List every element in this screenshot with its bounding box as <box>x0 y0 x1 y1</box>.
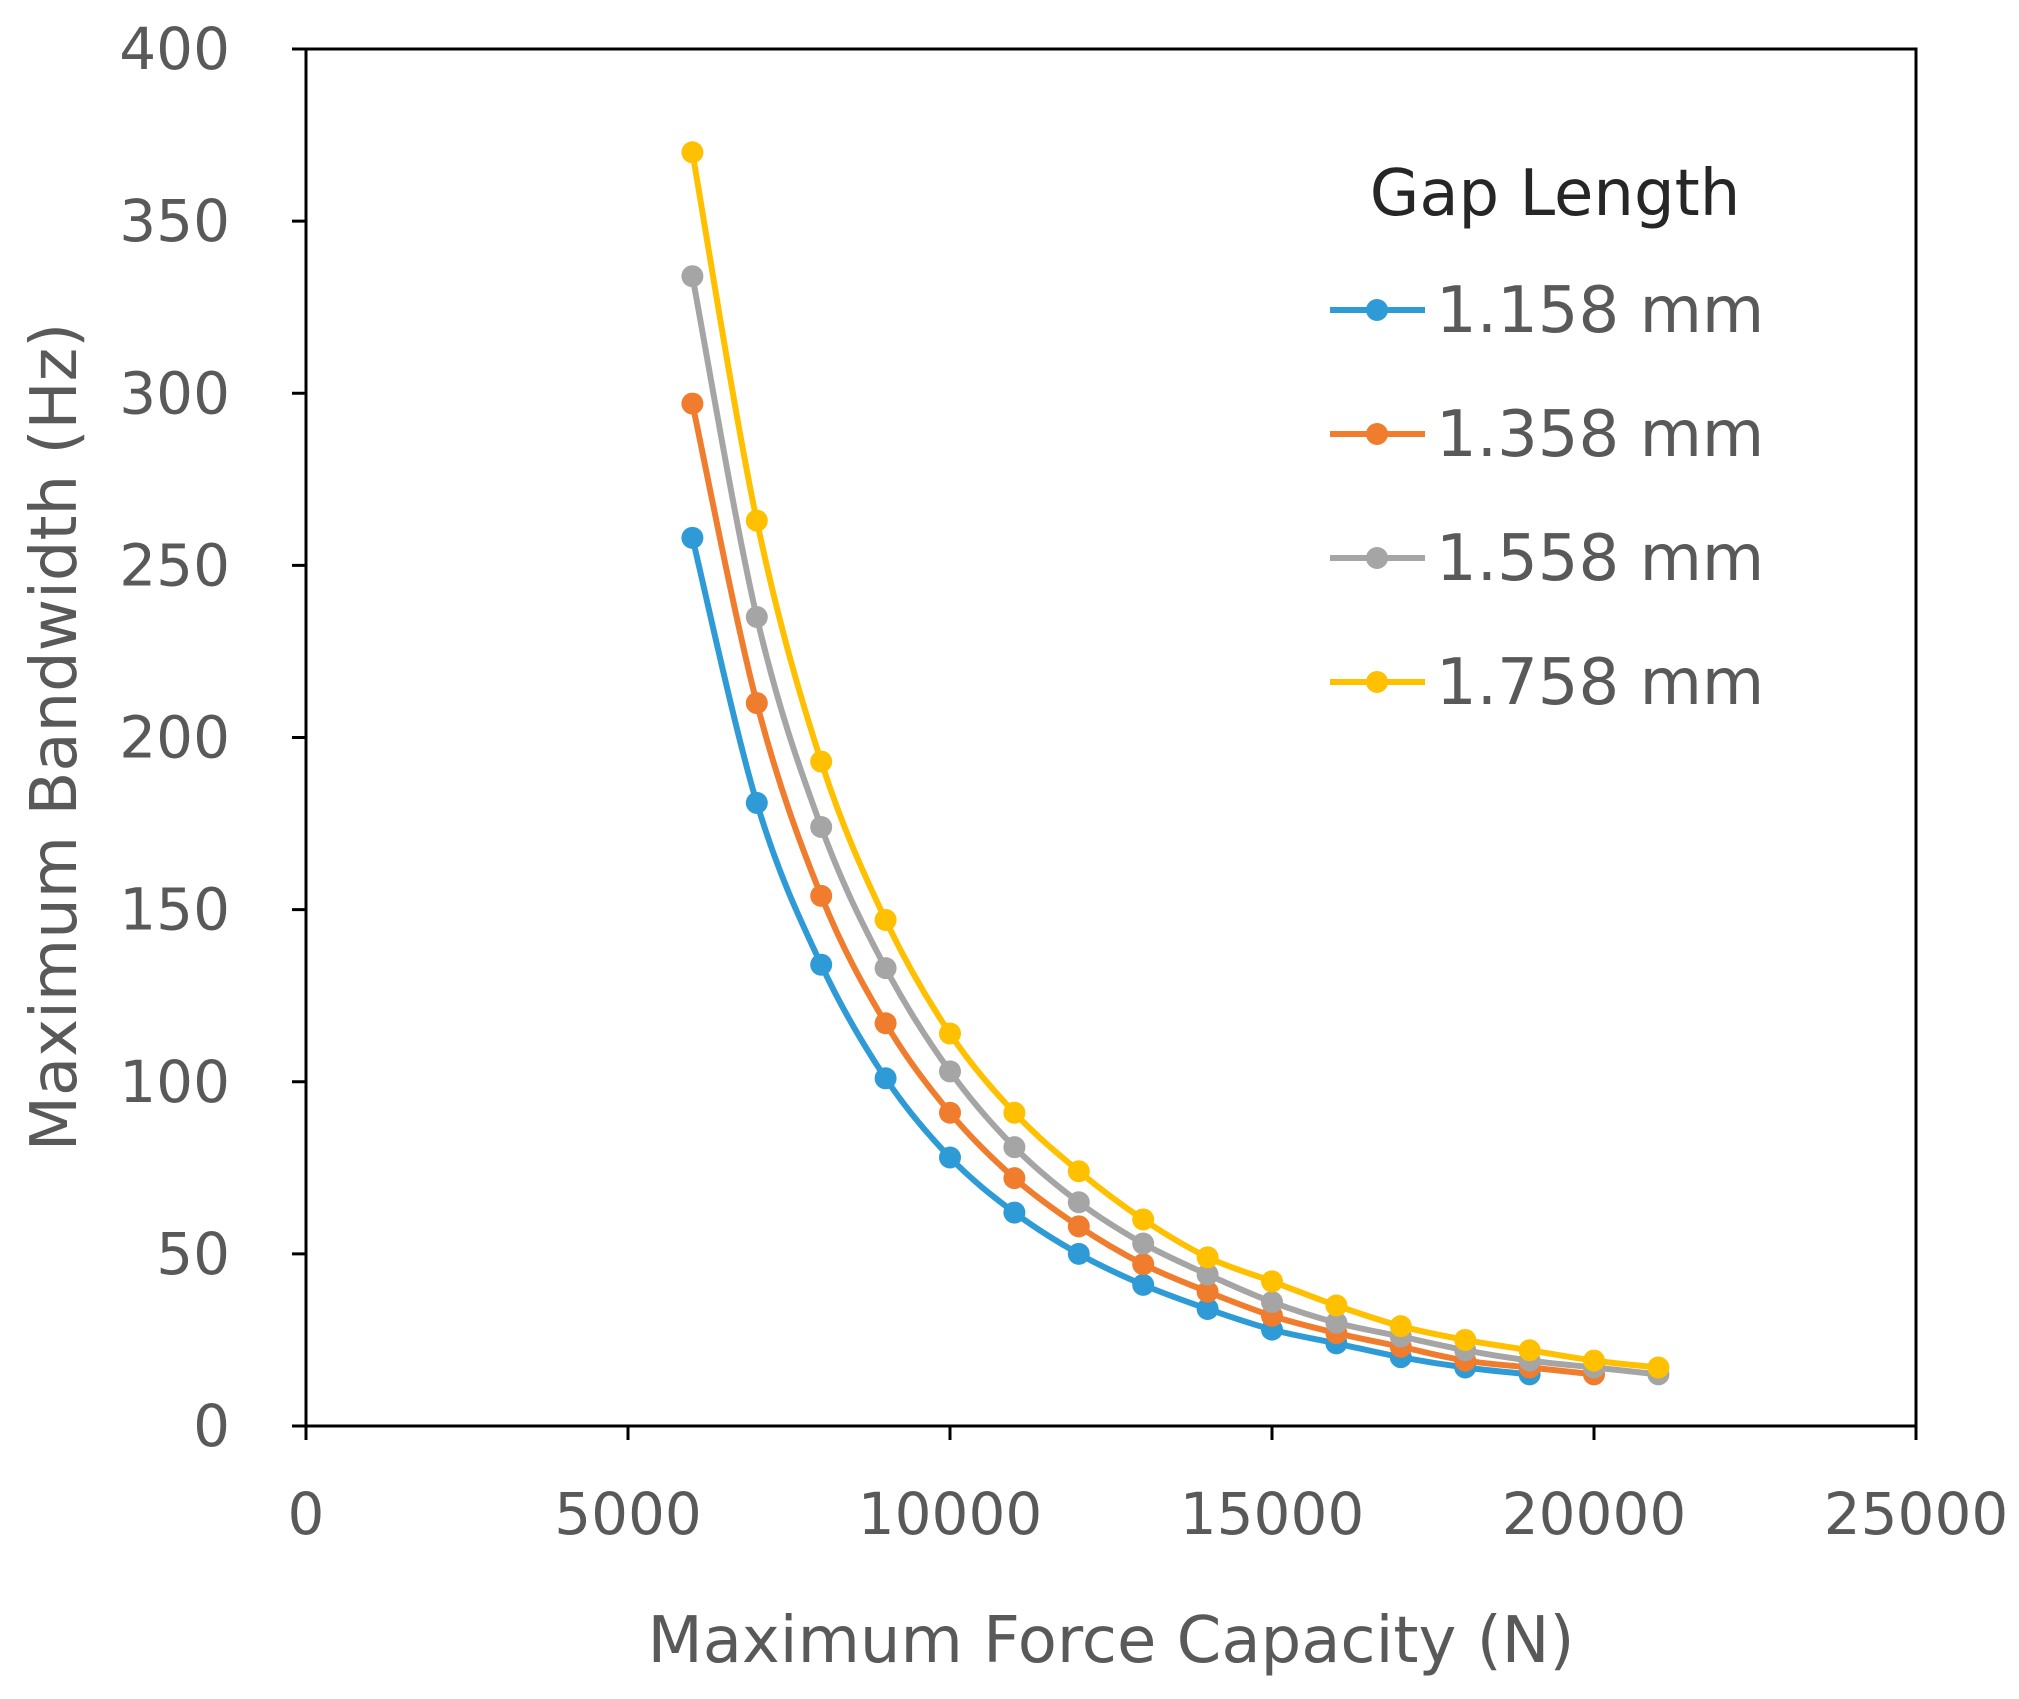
data-point <box>810 884 833 907</box>
data-point <box>1389 1315 1412 1338</box>
y-tick-label: 100 <box>119 1048 230 1116</box>
series-line <box>689 534 1533 1378</box>
legend-label: 1.758 mm <box>1436 646 1764 720</box>
data-point <box>1647 1356 1670 1379</box>
data-point <box>1261 1291 1283 1314</box>
plot-area-frame <box>304 47 1918 1428</box>
data-point <box>1132 1208 1155 1231</box>
x-tick-label: 20000 <box>1502 1480 1687 1548</box>
legend-swatch-marker <box>1366 423 1388 445</box>
data-point <box>1518 1339 1541 1362</box>
series-1-758-mmmm <box>681 141 1670 1379</box>
legend-swatch-marker <box>1366 671 1388 693</box>
data-point <box>1132 1273 1155 1296</box>
y-tick-label: 400 <box>119 15 230 83</box>
y-axis-title: Maximum Bandwidth (Hz) <box>18 323 92 1151</box>
y-tick-label: 200 <box>119 704 230 772</box>
legend-item: 1.758 mm <box>1330 646 1764 720</box>
series-1-558-mmmm <box>681 265 1670 1386</box>
data-point <box>874 1067 897 1090</box>
data-point <box>745 606 768 629</box>
data-point <box>681 392 704 415</box>
data-point <box>939 1022 961 1045</box>
x-tick-label: 15000 <box>1180 1480 1365 1548</box>
x-axis-title: Maximum Force Capacity (N) <box>647 1604 1574 1678</box>
data-point <box>1003 1101 1026 1124</box>
series-1-158-mmmm <box>681 526 1541 1386</box>
data-point <box>874 957 897 980</box>
data-point <box>745 692 768 715</box>
y-tick-label: 300 <box>119 359 230 427</box>
data-point <box>939 1146 961 1169</box>
data-point <box>939 1101 961 1124</box>
data-point <box>1067 1191 1090 1214</box>
data-point <box>681 265 704 288</box>
series-layer <box>681 141 1670 1386</box>
x-axis-ticks: 0 5000 10000 15000 20000 25000 <box>288 1426 2009 1548</box>
data-point <box>1132 1232 1155 1255</box>
data-point <box>1196 1297 1219 1320</box>
data-point <box>1003 1136 1026 1159</box>
legend-swatch-marker <box>1366 299 1388 321</box>
data-point <box>1132 1253 1155 1276</box>
data-point <box>1454 1328 1477 1351</box>
y-tick-label: 150 <box>119 876 230 944</box>
y-tick-label: 350 <box>119 187 230 255</box>
data-point <box>745 509 768 532</box>
data-point <box>1067 1242 1090 1265</box>
data-point <box>1067 1215 1090 1238</box>
legend-item: 1.558 mm <box>1330 522 1764 596</box>
data-point <box>1325 1311 1348 1334</box>
data-point <box>681 141 704 164</box>
data-point <box>1196 1246 1219 1269</box>
data-point <box>1583 1349 1605 1372</box>
data-point <box>810 750 833 773</box>
legend-swatch-marker <box>1366 547 1388 569</box>
data-point <box>810 953 833 976</box>
y-axis-ticks: 0 50 100 150 200 250 300 350 400 <box>119 15 306 1460</box>
y-tick-label: 0 <box>193 1392 230 1460</box>
data-point <box>874 908 897 931</box>
x-tick-label: 5000 <box>554 1480 702 1548</box>
legend-item: 1.358 mm <box>1330 398 1764 472</box>
x-tick-label: 10000 <box>858 1480 1043 1548</box>
y-tick-label: 50 <box>156 1220 230 1288</box>
x-tick-label: 0 <box>288 1480 325 1548</box>
legend-label: 1.558 mm <box>1436 522 1764 596</box>
data-point <box>1261 1270 1283 1293</box>
data-point <box>810 816 833 839</box>
data-point <box>874 1012 897 1035</box>
data-point <box>681 526 704 549</box>
legend-label: 1.358 mm <box>1436 398 1764 472</box>
data-point <box>939 1060 961 1083</box>
data-point <box>1067 1160 1090 1183</box>
data-point <box>745 791 768 814</box>
data-point <box>1196 1263 1219 1286</box>
data-point <box>1003 1167 1026 1190</box>
legend-item: 1.158 mm <box>1330 274 1764 348</box>
data-point <box>1325 1294 1348 1317</box>
x-tick-label: 25000 <box>1824 1480 2009 1548</box>
y-tick-label: 250 <box>119 531 230 599</box>
legend-title: Gap Length <box>1370 157 1741 231</box>
data-point <box>1196 1280 1219 1303</box>
legend: Gap Length 1.158 mm 1.358 mm 1.558 mm 1.758… <box>1330 157 1764 720</box>
data-point <box>1003 1201 1026 1224</box>
legend-label: 1.158 mm <box>1436 274 1764 348</box>
